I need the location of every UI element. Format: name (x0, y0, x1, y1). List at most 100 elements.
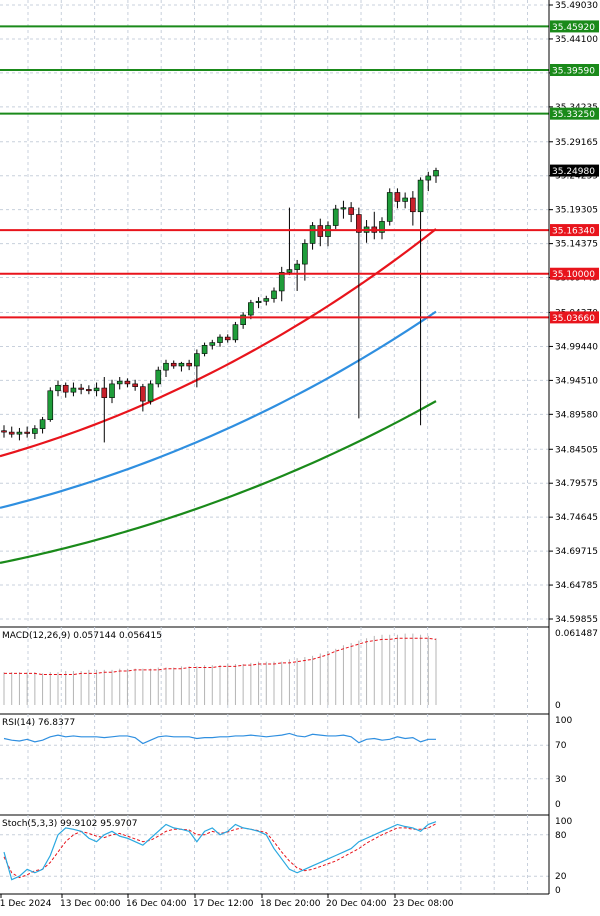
candle (124, 378, 131, 388)
candle (402, 192, 408, 209)
candle (78, 383, 84, 395)
candle (356, 207, 362, 419)
candle (394, 188, 401, 209)
candle-body (155, 369, 162, 385)
price-tick-label: 34.99440 (555, 342, 598, 352)
rsi-line (3, 732, 436, 745)
macd-label: MACD(12,26,9) 0.057144 0.056415 (2, 631, 162, 641)
level-label: 35.16340 (552, 227, 595, 237)
price-tick-label: 35.19305 (555, 206, 598, 216)
level-label-bg (550, 20, 599, 33)
candle-body (294, 263, 300, 270)
candle-body (47, 390, 54, 421)
candle (317, 218, 324, 247)
rsi-label: RSI(14) 76.8377 (2, 718, 75, 728)
level-label: 35.03660 (552, 314, 595, 324)
stoch-label: Stoch(5,3,3) 99.9102 95.9707 (2, 819, 137, 829)
candle-body (86, 389, 92, 392)
level-label: 35.33250 (552, 110, 595, 120)
candle (93, 382, 100, 397)
candle (255, 297, 262, 309)
x-tick-label: 13 Dec 00:00 (60, 899, 121, 909)
price-tick-label: 34.74645 (555, 513, 598, 523)
candle (286, 207, 293, 276)
candle-body (248, 302, 254, 316)
price-tick-label: 34.79575 (555, 479, 598, 489)
candle (147, 380, 154, 405)
candle-body (109, 383, 115, 398)
candle (425, 171, 432, 192)
current-price-bg (550, 164, 599, 177)
price-tick-label: 34.89580 (555, 410, 598, 420)
level-label: 35.10000 (552, 270, 595, 280)
candle-body (433, 170, 439, 177)
candle-body (194, 353, 200, 367)
candle (155, 366, 162, 388)
stoch-tick-label: 0 (555, 886, 561, 896)
candle-body (140, 386, 146, 402)
candle (363, 220, 370, 243)
rsi-tick-label: 30 (555, 775, 567, 785)
candle (332, 204, 339, 229)
candle-body (178, 362, 185, 367)
candle-body (410, 197, 416, 213)
candle (70, 382, 77, 397)
candle-body (8, 431, 15, 435)
stoch-tick-label: 80 (555, 831, 567, 841)
candle (39, 416, 46, 434)
x-tick-label: 11 Dec 2024 (0, 899, 52, 909)
candle (116, 377, 123, 390)
candle-body (278, 272, 285, 292)
ma-mid-line (0, 310, 437, 509)
candle-body (348, 207, 354, 215)
x-tick-label: 17 Dec 12:00 (193, 899, 254, 909)
rsi-tick-label: 70 (555, 741, 567, 751)
level-label: 35.39590 (552, 66, 595, 76)
candle (16, 427, 23, 441)
candle-body (147, 383, 154, 402)
candle-body (302, 243, 308, 265)
candle (170, 360, 177, 369)
candle-body (1, 430, 7, 433)
candle (178, 361, 185, 372)
candle-body (356, 214, 362, 233)
candle (410, 191, 416, 226)
x-tick-label: 18 Dec 20:00 (260, 899, 321, 909)
ma-slow-line (0, 400, 437, 564)
candle-body (186, 362, 192, 367)
candle-body (78, 387, 84, 390)
price-tick-label: 35.14375 (555, 240, 598, 250)
macd-tick-label: 0.061487 (555, 629, 598, 639)
candle (101, 377, 108, 443)
macd-tick-label: 0 (555, 701, 561, 711)
candle (294, 259, 300, 291)
candle-body (55, 384, 61, 392)
candle-body (116, 380, 123, 385)
candle (224, 334, 231, 343)
candle (232, 321, 239, 343)
ma-fast-line (0, 228, 437, 458)
candle-body (332, 208, 339, 226)
candle (1, 425, 7, 438)
candle-body (224, 336, 231, 341)
candle (278, 266, 285, 302)
candle (325, 221, 331, 247)
price-tick-label: 34.84505 (555, 445, 598, 455)
level-label-bg (550, 267, 599, 280)
candle-body (425, 175, 432, 181)
candle-body (39, 419, 46, 429)
candle-body (217, 336, 223, 343)
candle-body (101, 387, 108, 398)
candle-body (255, 300, 262, 303)
candle-body (402, 197, 408, 202)
level-label-bg (550, 107, 599, 120)
x-tick-label: 23 Dec 08:00 (393, 899, 454, 909)
candle-body (201, 345, 208, 354)
price-tick-label: 35.49030 (555, 1, 598, 11)
x-tick-label: 20 Dec 04:00 (326, 899, 387, 909)
price-tick-label: 35.24235 (555, 172, 598, 182)
price-tick-label: 34.69715 (555, 547, 598, 557)
candle-body (309, 225, 316, 244)
candle-body (163, 362, 169, 371)
candle-body (70, 387, 77, 393)
